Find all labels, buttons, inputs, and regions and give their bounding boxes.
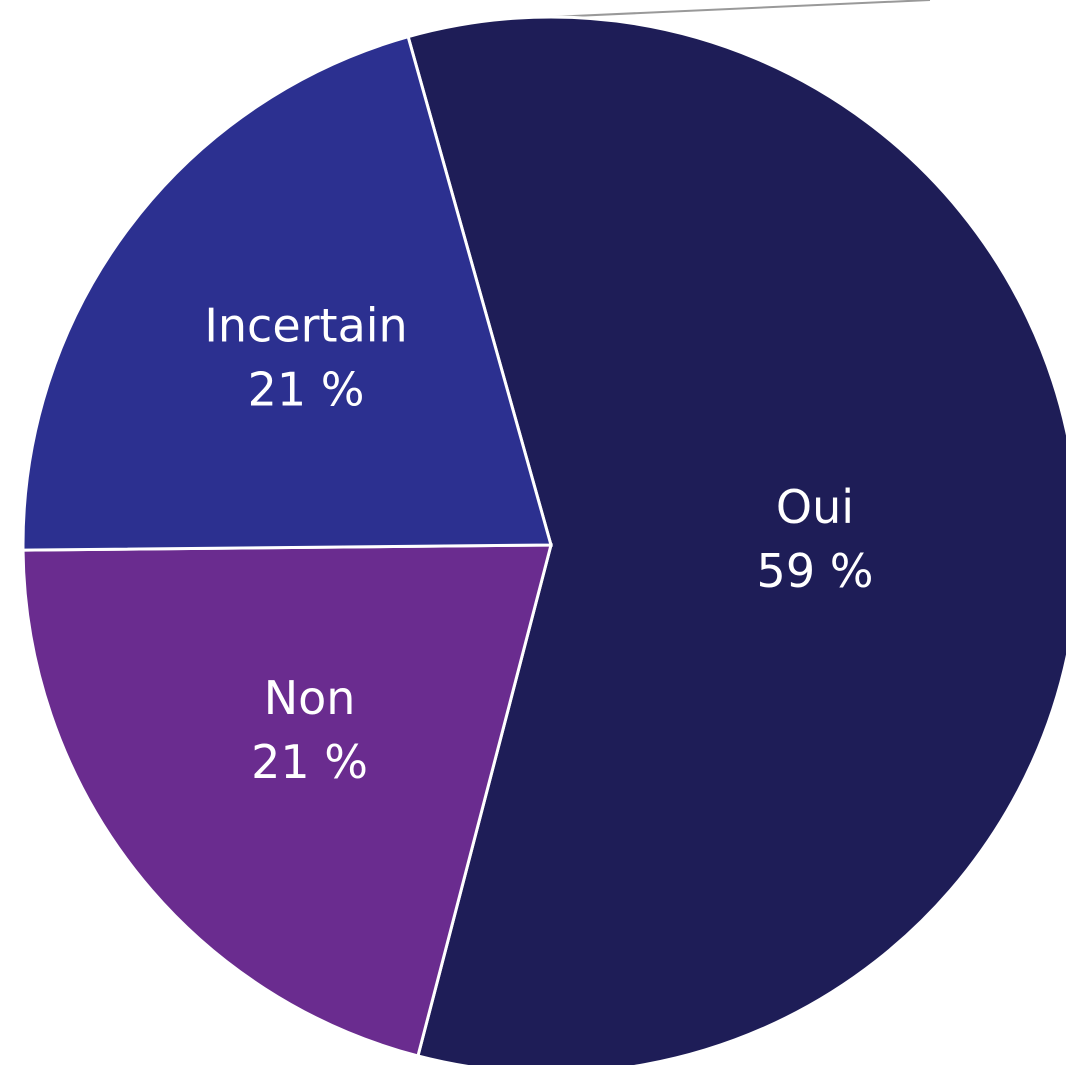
slice-label: Incertain (204, 299, 407, 353)
leader-line (550, 0, 931, 18)
slice-label: Non (264, 671, 356, 725)
pie-slice (21, 34, 553, 552)
slice-value-label: 21 % (251, 735, 368, 789)
slice-value-label: 59 % (757, 544, 874, 598)
slice-value-label: 21 % (248, 363, 365, 417)
slice-label: Oui (776, 480, 854, 534)
pie-slice (406, 15, 1066, 1065)
pie-slice (21, 543, 553, 1058)
